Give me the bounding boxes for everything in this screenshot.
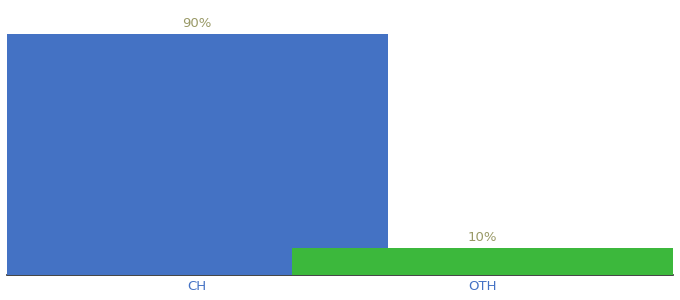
Text: 90%: 90% [182,17,212,30]
Text: 10%: 10% [468,231,498,244]
Bar [7,34,388,275]
Bar [292,248,673,275]
